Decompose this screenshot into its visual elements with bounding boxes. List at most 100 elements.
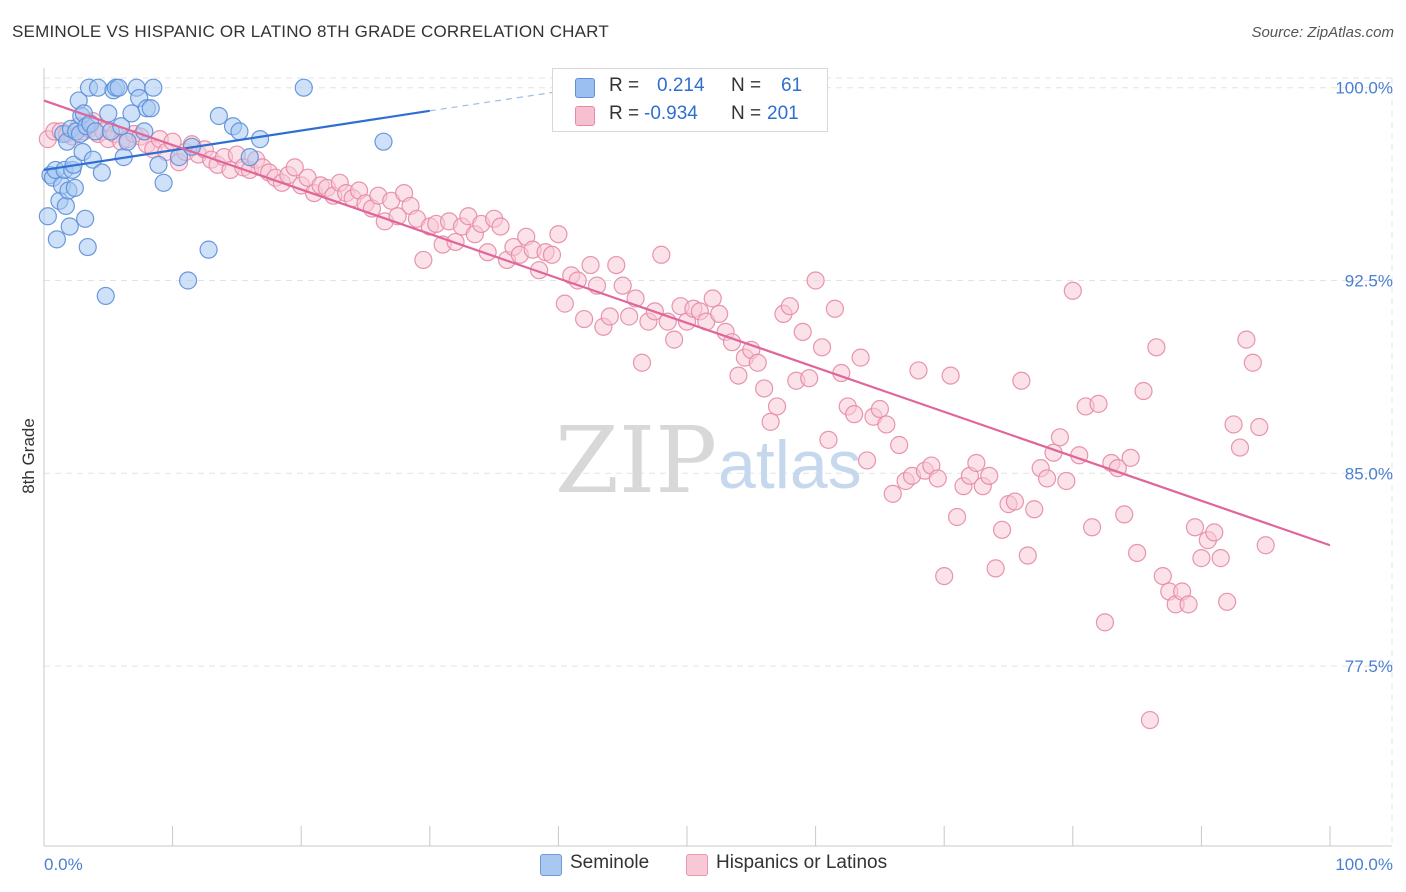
- legend-n-label: N =: [731, 103, 762, 124]
- hispanic-point: [1230, 438, 1250, 457]
- hispanic-point: [755, 379, 774, 398]
- x-tick-label: 100.0%: [1335, 855, 1393, 874]
- y-tick-label: 77.5%: [1345, 657, 1393, 676]
- seminole-point: [230, 122, 249, 141]
- hispanic-point: [710, 304, 729, 324]
- seminole-point: [99, 104, 118, 123]
- hispanic-point: [600, 307, 619, 326]
- legend-r-label: R =: [609, 103, 640, 124]
- correlation-legend: R = 0.214 N = 61 R = -0.934 N = 201: [552, 68, 828, 132]
- hispanic-point: [575, 309, 594, 329]
- seminole-point: [88, 78, 108, 97]
- hispanic-point: [1192, 549, 1211, 568]
- legend-row-seminole: R = 0.214 N = 61: [553, 72, 827, 100]
- seminole-point: [76, 209, 95, 228]
- seminole-point: [92, 163, 111, 182]
- bottom-legend-label: Hispanics or Latinos: [716, 852, 888, 873]
- source-credit: Source: ZipAtlas.com: [1251, 24, 1394, 41]
- y-tick-label: 92.5%: [1345, 271, 1393, 290]
- hispanic-point: [665, 330, 684, 349]
- hispanic-point: [812, 338, 832, 357]
- hispanic-point: [1243, 353, 1262, 372]
- seminole-point: [56, 196, 75, 216]
- seminole-point: [149, 155, 168, 174]
- chart-title: SEMINOLE VS HISPANIC OR LATINO 8TH GRADE…: [12, 22, 609, 41]
- hispanic-point: [1153, 566, 1172, 586]
- hispanic-point: [703, 289, 722, 308]
- hispanic-point: [1218, 592, 1237, 611]
- legend-swatch-seminole: [575, 78, 595, 98]
- hispanic-point: [928, 469, 947, 488]
- hispanic-point: [555, 294, 574, 313]
- hispanic-point: [1205, 523, 1224, 542]
- hispanic-point: [729, 366, 748, 385]
- hispanic-point: [1237, 330, 1256, 349]
- hispanic-point: [980, 466, 999, 485]
- hispanic-trend-line: [43, 99, 1331, 547]
- seminole-point: [109, 78, 128, 97]
- hispanic-point: [285, 158, 304, 177]
- hispanic-point: [1037, 469, 1057, 488]
- hispanic-point: [1211, 549, 1230, 568]
- hispanic-point: [1018, 546, 1037, 565]
- hispanic-point: [761, 412, 780, 431]
- hispanic-point: [652, 245, 671, 264]
- seminole-point: [78, 237, 97, 257]
- seminole-point: [199, 240, 218, 259]
- hispanic-point: [877, 415, 896, 434]
- y-axis-title: 8th Grade: [19, 418, 38, 494]
- hispanic-point: [986, 559, 1005, 578]
- legend-n-label: N =: [731, 75, 762, 96]
- watermark-zip: ZIP: [555, 407, 717, 514]
- watermark-atlas: atlas: [718, 427, 862, 503]
- legend-n-value: 201: [767, 103, 799, 124]
- seminole-point: [38, 207, 57, 226]
- seminole-point: [209, 106, 228, 126]
- hispanic-point: [1082, 518, 1102, 537]
- hispanic-point: [414, 250, 433, 270]
- hispanic-point: [1147, 338, 1166, 357]
- hispanic-point: [1140, 710, 1160, 730]
- hispanic-point: [632, 353, 652, 372]
- seminole-point: [86, 122, 105, 141]
- watermark: ZIP atlas: [555, 407, 862, 514]
- hispanic-point: [530, 261, 549, 280]
- hispanic-point: [845, 405, 864, 424]
- hispanic-point: [870, 399, 890, 419]
- hispanic-point: [967, 453, 986, 473]
- hispanic-point: [1057, 471, 1076, 491]
- hispanic-point: [851, 348, 870, 367]
- legend-r-value: -0.934: [644, 103, 698, 124]
- seminole-point: [47, 230, 66, 249]
- hispanic-point: [883, 484, 902, 503]
- hispanic-point: [1012, 371, 1031, 390]
- bottom-legend-label: Seminole: [570, 852, 650, 873]
- hispanic-point: [947, 507, 967, 527]
- seminole-trend-line: [43, 109, 430, 172]
- bottom-legend-hispanic: Hispanics or Latinos: [686, 852, 916, 876]
- seminole-trend-extension: [429, 87, 585, 112]
- hispanic-point: [819, 430, 838, 449]
- seminole-point: [118, 132, 137, 151]
- hispanic-point: [800, 369, 819, 388]
- legend-row-hispanic: R = -0.934 N = 201: [553, 100, 827, 128]
- hispanic-point: [793, 322, 812, 342]
- y-tick-label: 100.0%: [1335, 79, 1393, 98]
- hispanic-point: [491, 217, 510, 236]
- hispanic-point: [581, 255, 600, 275]
- seminole-point: [141, 99, 160, 118]
- hispanic-point: [748, 353, 767, 372]
- hispanic-point: [1185, 518, 1205, 537]
- hispanic-point: [549, 225, 568, 244]
- seminole-point: [60, 217, 79, 236]
- hispanic-point: [1005, 492, 1025, 511]
- trend-lines: [43, 87, 1331, 547]
- axes: [43, 68, 1392, 847]
- seminole-point: [294, 78, 313, 97]
- hispanic-point: [780, 297, 799, 316]
- hispanic-point: [1121, 448, 1140, 467]
- hispanic-point: [1256, 536, 1275, 555]
- hispanic-point: [613, 276, 632, 295]
- bottom-legend-seminole: Seminole: [540, 852, 670, 876]
- hispanic-point: [1089, 394, 1108, 413]
